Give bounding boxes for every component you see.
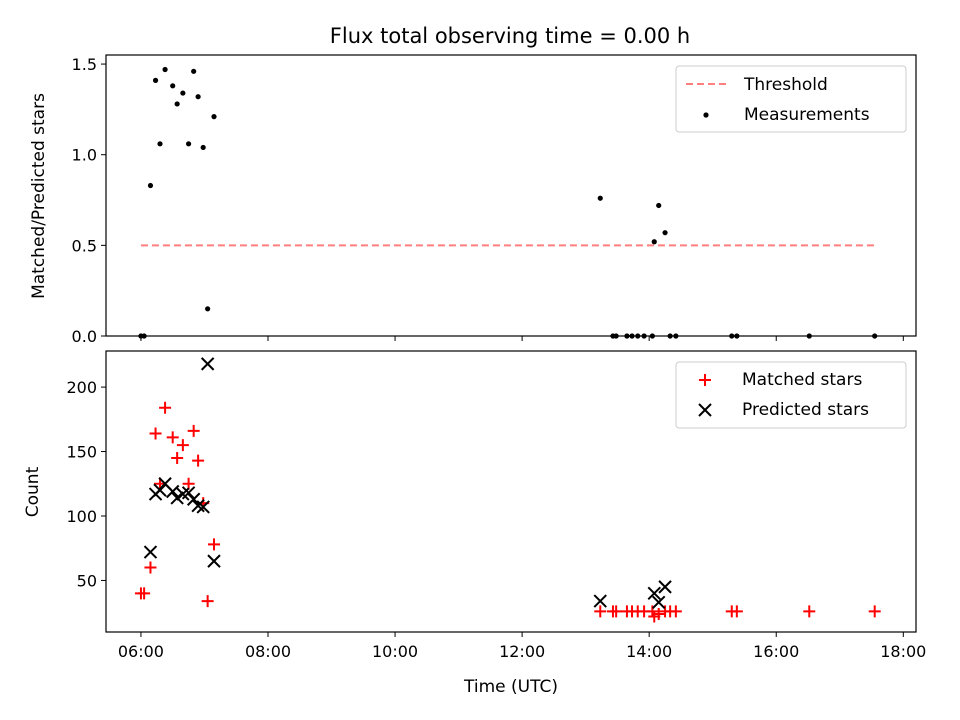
measurement-point [200,144,206,151]
x-tick-label: 10:00 [372,642,418,661]
y-tick-label: 150 [66,443,97,462]
x-tick-label: 18:00 [880,642,926,661]
matched-star-point [610,605,623,618]
x-tick-label: 14:00 [626,642,672,661]
y-tick-label: 0.5 [72,236,97,255]
predicted-star-point [658,580,672,594]
measurement-point [651,239,657,245]
y-tick-label: 100 [66,507,97,526]
legend-measurements-swatch [703,112,709,118]
legend-matched-swatch [699,374,711,386]
matched-star-point [208,538,220,551]
chart-title: Flux total observing time = 0.00 h [330,24,690,48]
bottom-y-axis-label: Count [23,466,43,517]
x-tick-label: 12:00 [499,642,545,661]
top-y-axis-label: Matched/Predicted stars [29,93,49,299]
bottom-legend-box [675,361,907,429]
x-tick-label: 08:00 [245,642,291,661]
top-legend: Threshold Measurements [675,65,907,133]
matched-star-point [171,451,184,464]
matched-star-point [201,595,214,608]
matched-star-point [192,454,205,467]
matched-star-point [594,605,607,618]
measurement-point [597,195,603,201]
measurement-point [185,141,192,147]
predicted-star-point [143,545,158,559]
legend-predicted-swatch [698,403,712,417]
matched-star-point [144,561,157,574]
y-tick-label: 50 [77,571,97,590]
x-tick-label: 06:00 [118,642,164,661]
predicted-star-point [196,500,210,514]
predicted-star-point [207,554,221,568]
matched-star-point [803,605,816,618]
matched-star-point [868,605,881,618]
predicted-star-point [170,491,184,505]
predicted-star-point [647,586,661,601]
matched-star-point [138,587,151,600]
bottom-axes-frame [105,350,917,633]
measurement-point [147,182,154,189]
y-tick-label: 200 [66,378,97,397]
legend-threshold-label: Threshold [743,75,828,95]
measurement-point [162,66,168,73]
predicted-star-point [200,357,215,371]
predicted-star-point [186,492,201,506]
matched-star-point [730,605,743,618]
measurement-point [195,94,201,100]
measurement-point [211,114,217,120]
measurement-point [180,90,186,96]
measurement-point [205,306,211,312]
bottom-legend: Matched stars Predicted stars [675,361,907,429]
matched-star-point [166,431,179,444]
predicted-star-point [165,484,180,499]
measurement-point [170,83,176,89]
matched-star-point [149,427,162,440]
legend-predicted-label: Predicted stars [742,400,869,420]
matched-star-point [652,607,665,620]
y-tick-label: 1.0 [72,146,97,165]
measurement-point [662,230,668,236]
predicted-star-point [651,595,666,610]
measurement-point [656,202,662,209]
predicted-star-point [593,594,607,608]
top-legend-box [675,65,907,133]
x-tick-label: 16:00 [753,642,799,661]
measurement-point [152,77,159,83]
measurement-point [157,141,163,147]
bottom-x-axis-label: Time (UTC) [463,677,558,697]
measurement-point [191,68,197,74]
legend-measurements-label: Measurements [744,105,870,125]
top-plot-area: 0.0 0.5 1.0 1.5 [72,55,904,346]
measurement-point [174,101,180,107]
matched-star-point [159,401,172,414]
predicted-star-point [191,498,205,513]
matched-star-point [176,439,189,452]
matched-star-point [669,605,682,618]
matched-star-point [182,477,195,490]
bottom-plot-area: 50 100 150 200 06:00 08:00 10:00 12:00 14:00 16:0… [66,357,926,661]
matched-star-point [187,424,200,437]
top-axes-frame [105,54,917,337]
y-tick-label: 1.5 [72,55,97,74]
legend-matched-label: Matched stars [742,370,862,390]
y-tick-label: 0.0 [72,327,97,346]
